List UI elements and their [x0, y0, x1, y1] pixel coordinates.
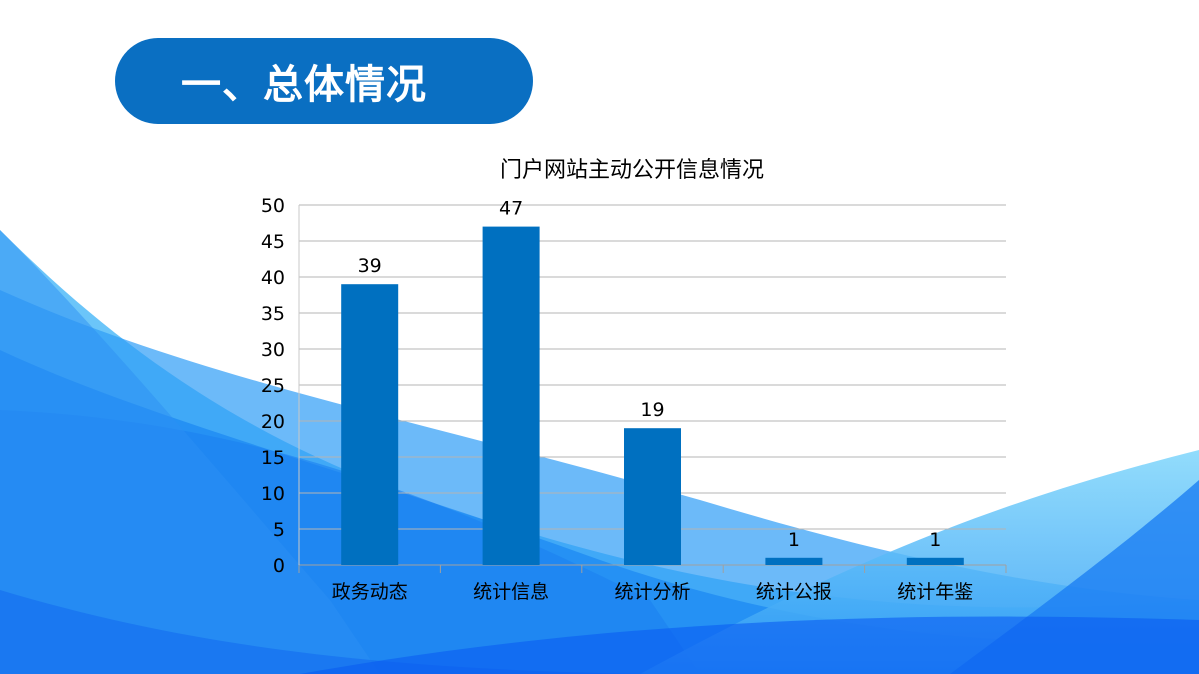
y-tick-label: 35 — [261, 303, 285, 325]
x-tick-label: 统计年鉴 — [897, 581, 973, 603]
y-tick-label: 50 — [261, 195, 285, 217]
x-tick-label: 政务动态 — [332, 581, 408, 603]
chart-title: 门户网站主动公开信息情况 — [499, 158, 764, 183]
section-title-pill: 一、总体情况 — [115, 38, 533, 124]
bar — [341, 284, 399, 565]
bar — [482, 226, 540, 565]
x-tick-label: 统计公报 — [756, 581, 832, 603]
y-tick-label: 45 — [261, 231, 285, 253]
section-title: 一、总体情况 — [181, 62, 427, 108]
data-label: 47 — [499, 198, 523, 220]
data-label: 1 — [929, 529, 941, 551]
y-tick-label: 40 — [261, 267, 285, 289]
bar — [765, 557, 823, 565]
y-tick-label: 0 — [273, 555, 285, 577]
y-tick-label: 30 — [261, 339, 285, 361]
data-label: 39 — [358, 255, 382, 277]
data-label: 1 — [788, 529, 800, 551]
y-tick-label: 15 — [261, 447, 285, 469]
y-tick-label: 20 — [261, 411, 285, 433]
bar — [624, 428, 681, 565]
data-label: 19 — [640, 399, 664, 421]
x-tick-label: 统计分析 — [614, 581, 690, 603]
y-tick-label: 5 — [273, 519, 285, 541]
y-tick-label: 10 — [261, 483, 285, 505]
bar — [906, 557, 964, 565]
x-tick-label: 统计信息 — [473, 581, 549, 603]
y-tick-label: 25 — [261, 375, 285, 397]
